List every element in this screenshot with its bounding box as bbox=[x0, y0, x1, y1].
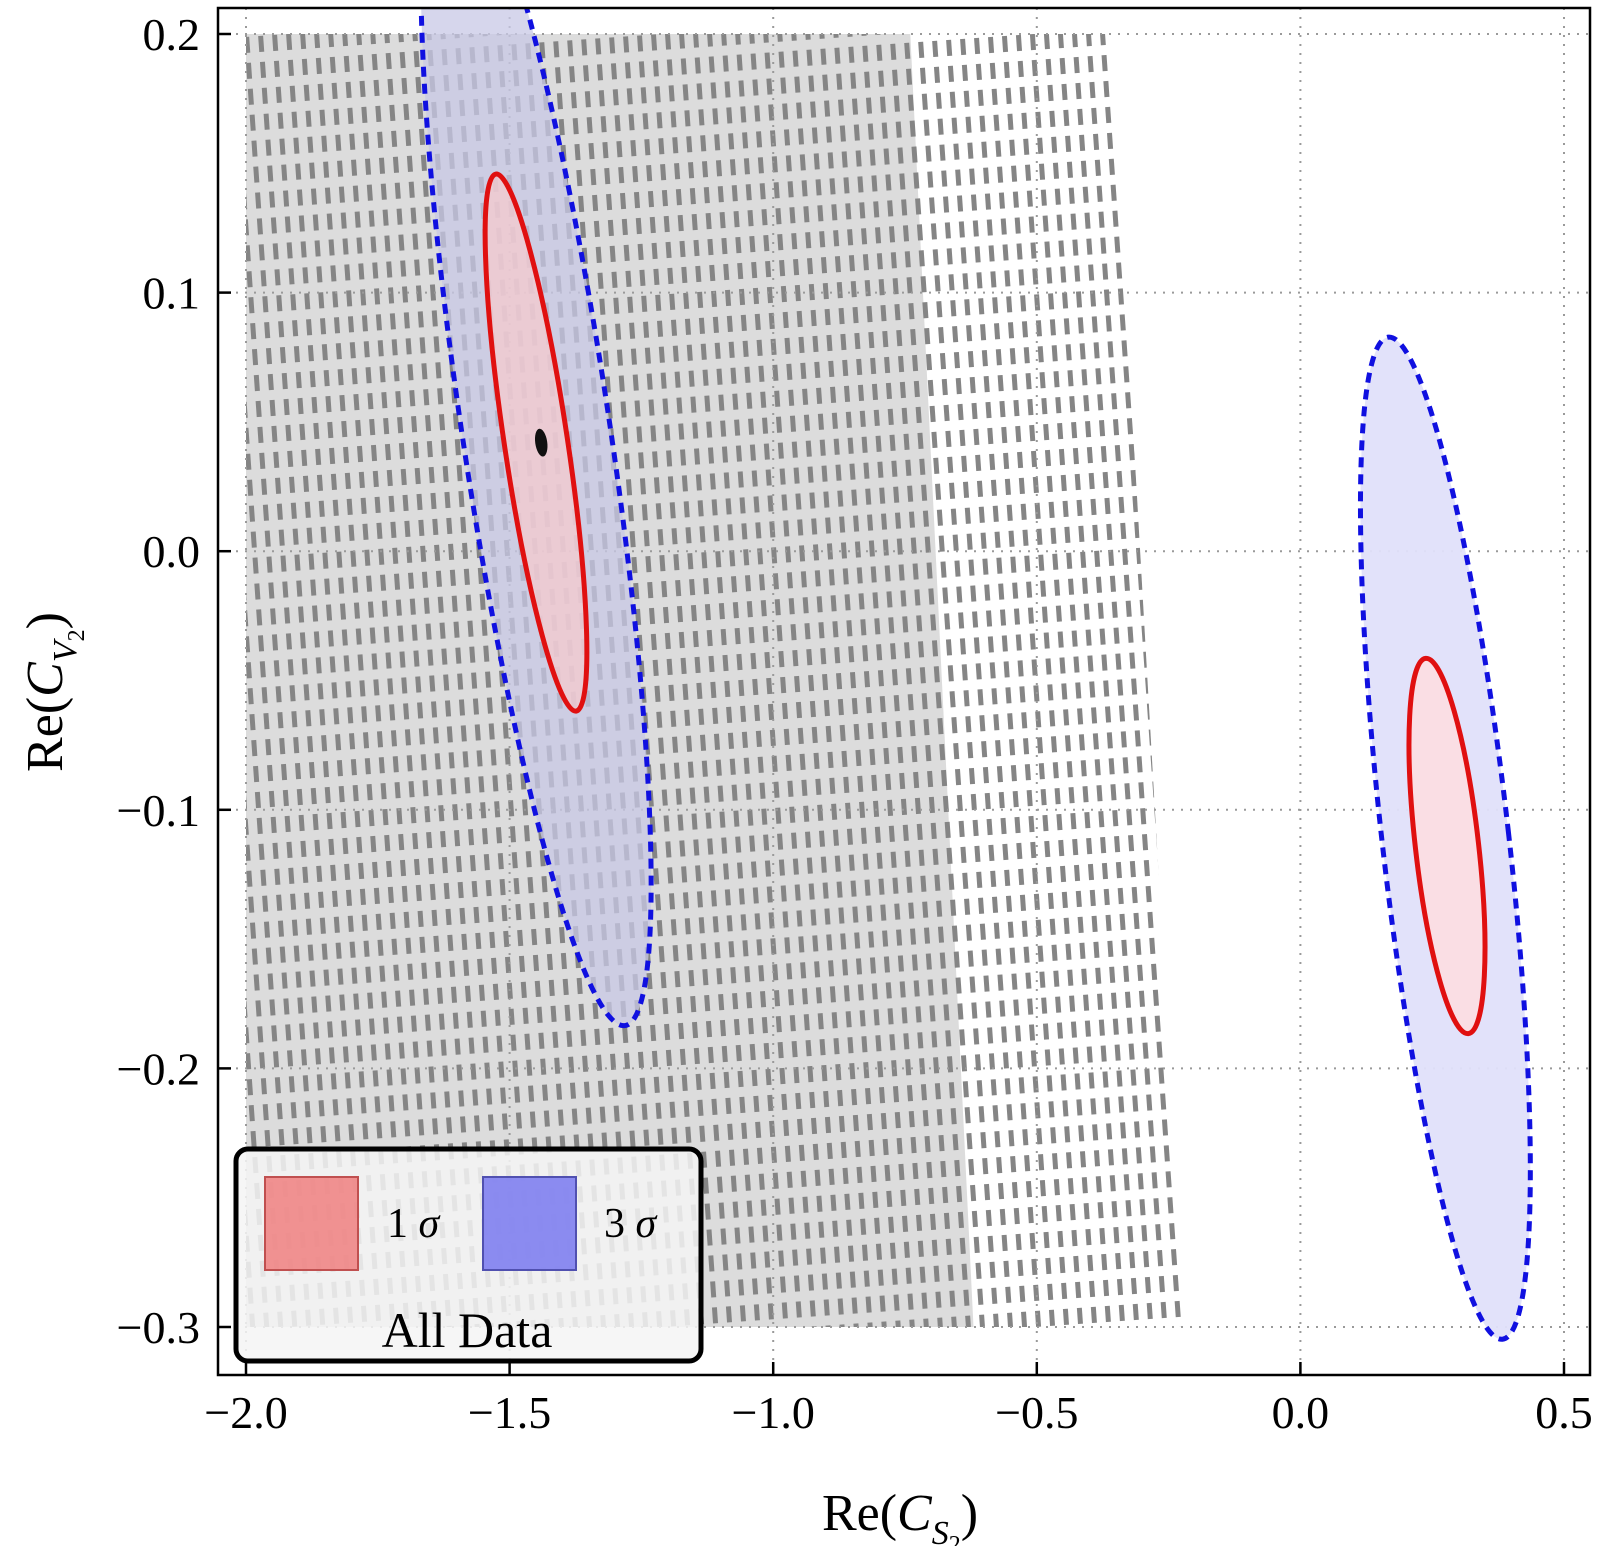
x-tick-label: 0.0 bbox=[1272, 1387, 1330, 1438]
legend-title: All Data bbox=[382, 1302, 553, 1358]
legend-label-3sigma: 3 σ bbox=[604, 1201, 659, 1247]
legend-swatch-1sigma bbox=[264, 1176, 359, 1271]
y-tick-label: 0.2 bbox=[143, 9, 201, 60]
y-tick-label: 0.0 bbox=[143, 526, 201, 577]
contour-regions bbox=[418, 8, 1533, 1342]
y-tick-label: −0.2 bbox=[117, 1043, 200, 1094]
excluded-regions bbox=[246, 34, 1185, 1327]
legend: 1 σ 3 σ All Data bbox=[233, 1146, 704, 1364]
x-tick-label: −1.0 bbox=[731, 1387, 814, 1438]
axis-ticks: −2.0 −1.5 −1.0 −0.5 0.0 0.5 0.2 0.1 0.0 −0.1 −0.2 −… bbox=[117, 9, 1593, 1438]
plot-frame bbox=[216, 6, 1592, 1377]
excluded-region-dashed bbox=[246, 34, 1185, 1327]
contour-1sigma-right bbox=[1406, 655, 1488, 1037]
x-tick-label: −1.5 bbox=[468, 1387, 551, 1438]
y-axis-label: Re(CV2) bbox=[17, 612, 90, 772]
y-tick-label: 0.1 bbox=[143, 268, 201, 319]
best-fit-point bbox=[534, 428, 548, 457]
x-tick-label: −2.0 bbox=[204, 1387, 287, 1438]
legend-label-1sigma: 1 σ bbox=[387, 1201, 442, 1247]
legend-swatch-3sigma bbox=[482, 1176, 577, 1271]
x-tick-label: −0.5 bbox=[995, 1387, 1078, 1438]
y-tick-label: −0.1 bbox=[117, 785, 200, 836]
x-tick-label: 0.5 bbox=[1535, 1387, 1593, 1438]
y-tick-label: −0.3 bbox=[117, 1302, 200, 1353]
x-axis-label: Re(CS2) bbox=[822, 1485, 978, 1546]
